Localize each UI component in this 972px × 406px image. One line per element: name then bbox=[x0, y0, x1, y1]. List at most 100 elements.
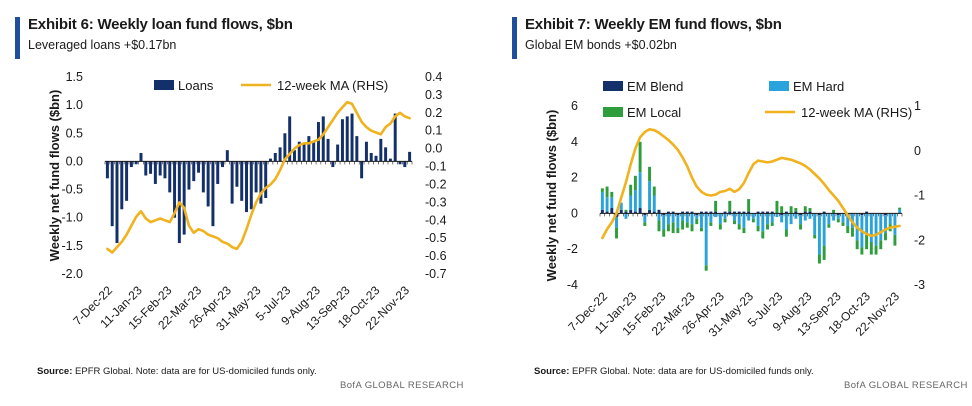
y2-tick-label: 0.1 bbox=[425, 124, 442, 138]
bar bbox=[723, 213, 727, 219]
bar bbox=[737, 213, 741, 225]
bar bbox=[884, 215, 887, 234]
bar bbox=[355, 136, 359, 162]
bar bbox=[331, 161, 335, 168]
bar bbox=[671, 213, 675, 223]
bar bbox=[855, 240, 859, 250]
bar bbox=[110, 161, 114, 227]
bar bbox=[813, 213, 817, 235]
y2-tick-label: 0.3 bbox=[425, 88, 442, 102]
legend-label: EM Hard bbox=[793, 79, 844, 94]
bar bbox=[163, 161, 167, 179]
bar bbox=[803, 206, 807, 212]
bar bbox=[685, 213, 689, 223]
bar bbox=[657, 220, 661, 232]
chart-title: Exhibit 7: Weekly EM fund flows, $bn bbox=[525, 16, 782, 33]
bar bbox=[307, 136, 311, 162]
bar bbox=[235, 161, 239, 187]
bar bbox=[747, 213, 751, 221]
bar bbox=[292, 150, 296, 162]
bar bbox=[742, 213, 746, 228]
y2-tick-label: -1 bbox=[914, 189, 925, 203]
bar bbox=[605, 186, 609, 198]
bar bbox=[695, 215, 699, 219]
bar bbox=[775, 200, 779, 214]
bar bbox=[600, 188, 604, 192]
y-tick-label: -1.0 bbox=[61, 211, 83, 225]
title-accent-bar bbox=[15, 17, 20, 59]
bar bbox=[369, 152, 373, 162]
bar bbox=[619, 209, 623, 214]
bar bbox=[312, 141, 316, 162]
bar bbox=[360, 161, 364, 179]
legend-swatch bbox=[603, 107, 623, 117]
bar bbox=[733, 213, 736, 221]
bar bbox=[633, 211, 637, 214]
bar bbox=[775, 213, 779, 217]
bar bbox=[403, 161, 407, 168]
bar bbox=[273, 152, 277, 162]
y2-tick-label: -0.4 bbox=[425, 213, 447, 227]
bar bbox=[756, 213, 760, 226]
bar bbox=[695, 213, 699, 216]
bar bbox=[350, 113, 354, 162]
bar bbox=[789, 206, 793, 214]
bar bbox=[633, 190, 637, 212]
bar bbox=[662, 215, 666, 230]
bar bbox=[624, 209, 628, 212]
bar bbox=[865, 234, 869, 250]
bar bbox=[860, 213, 864, 216]
bar bbox=[817, 215, 821, 255]
y-tick-label: 0 bbox=[571, 206, 578, 220]
bar bbox=[817, 213, 821, 216]
y-tick-label: 0.0 bbox=[66, 154, 83, 168]
bar bbox=[770, 213, 774, 223]
bar bbox=[846, 215, 850, 226]
bar bbox=[115, 161, 119, 244]
legend-swatch bbox=[769, 81, 789, 91]
bar bbox=[666, 224, 670, 232]
y-tick-label: -2.0 bbox=[61, 267, 83, 281]
bar bbox=[681, 220, 685, 230]
bar bbox=[690, 213, 694, 225]
bar bbox=[714, 200, 718, 212]
bar bbox=[822, 245, 826, 260]
bar bbox=[799, 213, 803, 216]
exhibit-6-panel: Exhibit 6: Weekly loan fund flows, $bn L… bbox=[15, 0, 485, 406]
bar bbox=[221, 161, 225, 168]
bar bbox=[794, 208, 798, 212]
bar bbox=[780, 206, 784, 214]
bar bbox=[297, 141, 301, 162]
bar bbox=[766, 211, 769, 214]
bar bbox=[822, 211, 826, 214]
bar bbox=[690, 224, 694, 232]
bar bbox=[158, 161, 162, 176]
bar bbox=[671, 222, 675, 234]
bar bbox=[652, 186, 656, 196]
legend-label: 12-week MA (RHS) bbox=[277, 78, 388, 93]
source-note: Source: EPFR Global. Note: data are for … bbox=[37, 366, 317, 377]
bar bbox=[780, 213, 784, 216]
bar bbox=[841, 222, 845, 226]
bar bbox=[321, 116, 325, 162]
bar bbox=[733, 220, 736, 225]
bar bbox=[638, 141, 642, 173]
bar bbox=[832, 213, 836, 221]
ma-line bbox=[601, 128, 901, 240]
bar bbox=[230, 161, 234, 204]
bar bbox=[869, 213, 873, 243]
bar bbox=[624, 213, 628, 219]
bar bbox=[794, 213, 798, 219]
y-axis-title: Weekly net fund flows ($bn) bbox=[47, 90, 62, 262]
bar bbox=[879, 213, 883, 241]
legend-swatch bbox=[603, 81, 623, 91]
bar bbox=[898, 207, 902, 210]
bar bbox=[216, 161, 220, 184]
bar bbox=[605, 211, 609, 214]
bar bbox=[192, 161, 196, 182]
bar bbox=[240, 161, 244, 201]
bar bbox=[690, 211, 694, 214]
bar bbox=[888, 213, 892, 225]
bar bbox=[657, 209, 661, 214]
bar bbox=[784, 211, 788, 214]
